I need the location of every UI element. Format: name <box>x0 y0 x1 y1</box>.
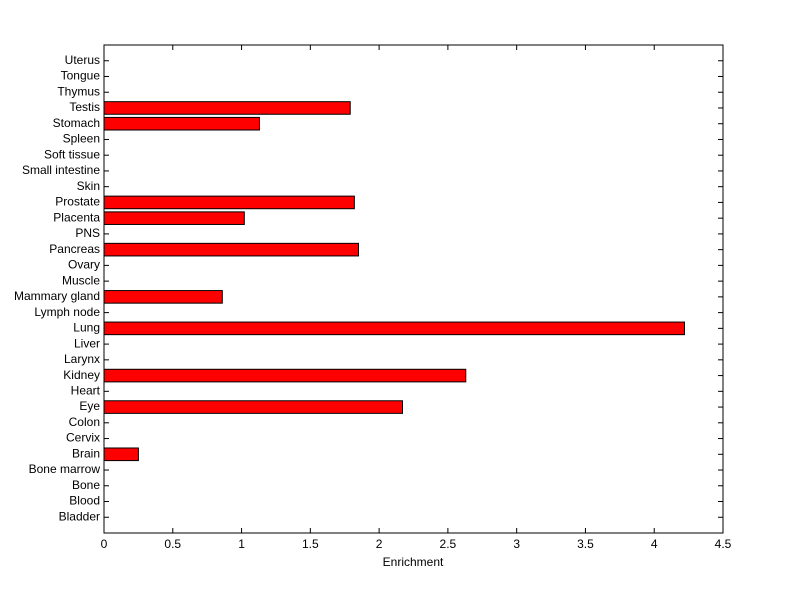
y-tick-label: Colon <box>69 415 100 429</box>
y-tick-label: Thymus <box>57 84 100 98</box>
y-tick-label: Lung <box>73 321 100 335</box>
bar <box>103 211 245 225</box>
x-tick-label: 1.5 <box>302 537 319 551</box>
y-tick-label: Muscle <box>62 273 100 287</box>
y-tick-label: Eye <box>79 399 100 413</box>
y-tick-label: Prostate <box>55 195 100 209</box>
y-tick-label: Skin <box>77 179 100 193</box>
y-tick-label: Tongue <box>61 69 101 83</box>
y-tick-label: Blood <box>69 494 100 508</box>
y-tick-label: PNS <box>75 226 100 240</box>
bar <box>103 290 223 304</box>
y-tick-label: Spleen <box>63 132 100 146</box>
bar <box>103 400 403 414</box>
bar <box>103 101 351 115</box>
bar <box>103 368 467 383</box>
x-tick-label: 2 <box>376 537 383 551</box>
x-tick-label: 0 <box>101 537 108 551</box>
y-tick-label: Cervix <box>66 431 100 445</box>
y-tick-label: Mammary gland <box>14 289 100 303</box>
x-tick-label: 2.5 <box>440 537 457 551</box>
y-tick-label: Lymph node <box>34 305 100 319</box>
x-tick-label: 1 <box>238 537 245 551</box>
y-tick-label: Bone marrow <box>29 462 101 476</box>
y-tick-label: Placenta <box>53 210 100 224</box>
y-tick-label: Soft tissue <box>44 147 100 161</box>
y-tick-label: Heart <box>71 383 101 397</box>
y-tick-label: Pancreas <box>49 242 100 256</box>
y-tick-label: Stomach <box>53 116 100 130</box>
y-tick-label: Bladder <box>59 509 100 523</box>
bar <box>103 447 139 462</box>
y-tick-label: Ovary <box>68 258 100 272</box>
bar <box>103 321 685 336</box>
x-tick-label: 3.5 <box>577 537 594 551</box>
x-axis-label: Enrichment <box>383 555 444 569</box>
x-tick-label: 4 <box>651 537 658 551</box>
y-tick-label: Brain <box>72 446 100 460</box>
y-tick-label: Liver <box>74 336 100 350</box>
y-tick-label: Testis <box>69 100 100 114</box>
x-tick-label: 0.5 <box>164 537 181 551</box>
y-tick-label: Uterus <box>65 53 100 67</box>
y-tick-label: Bone <box>72 478 100 492</box>
bar <box>103 116 260 131</box>
y-tick-label: Kidney <box>63 368 100 382</box>
bar <box>103 195 355 210</box>
x-tick-label: 4.5 <box>715 537 732 551</box>
bar <box>103 242 359 257</box>
y-tick-label: Small intestine <box>22 163 100 177</box>
x-tick-label: 3 <box>513 537 520 551</box>
y-tick-label: Larynx <box>64 352 100 366</box>
